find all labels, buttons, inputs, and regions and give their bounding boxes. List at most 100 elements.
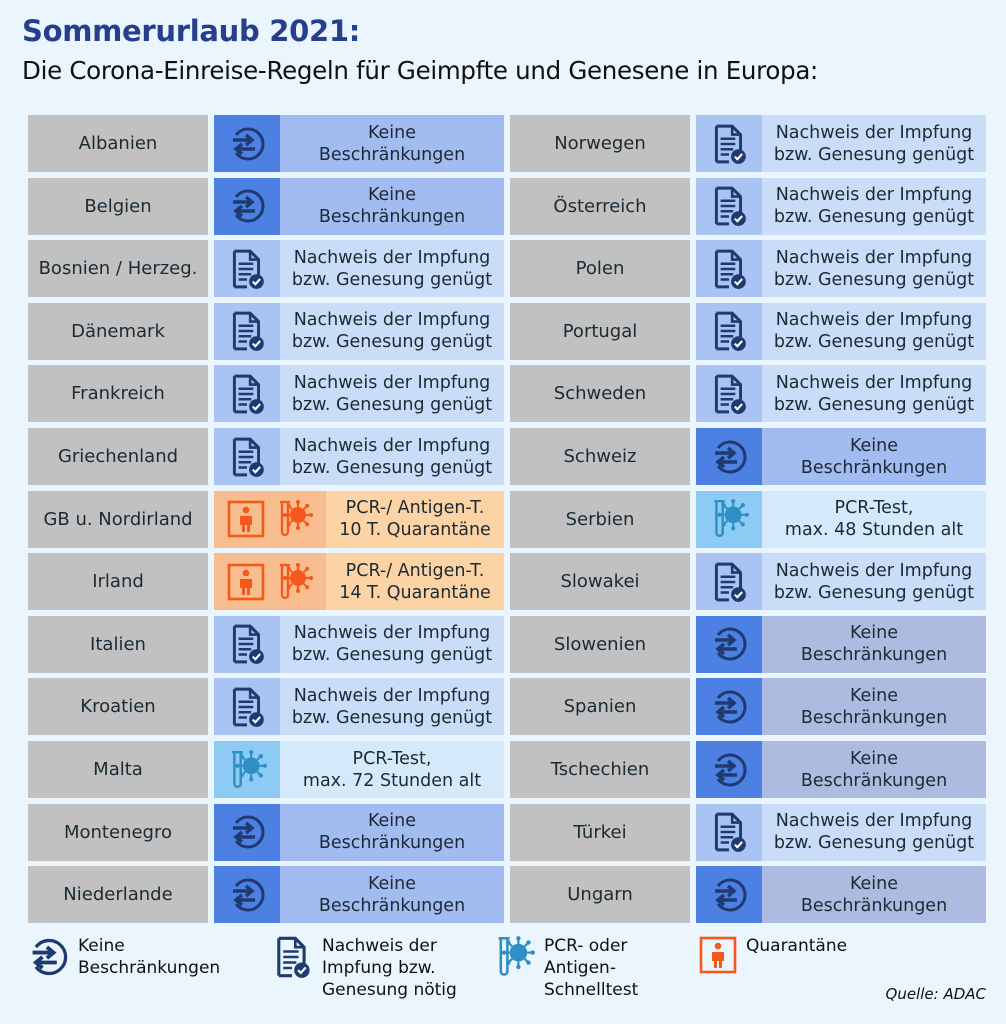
rule-icon-cell <box>696 428 762 485</box>
legend-item-quar: Quarantäne <box>698 935 847 975</box>
certificate-document-icon <box>714 374 746 414</box>
rule-text: Nachweis der Impfung bzw. Genesung genüg… <box>762 115 986 172</box>
country-name: Dänemark <box>28 302 208 360</box>
country-row: Dänemark Nachweis der Impfung bzw. Genesu… <box>28 302 504 360</box>
rule-text: Nachweis der Impfung bzw. Genesung genüg… <box>280 302 504 360</box>
quarantine-person-icon <box>227 500 265 538</box>
country-row: Montenegro Keine Beschränkungen <box>28 803 504 861</box>
rule-text: PCR-/ Antigen-T. 14 T. Quarantäne <box>326 553 504 611</box>
title: Sommerurlaub 2021: <box>22 14 361 48</box>
exchange-arrows-icon <box>715 690 747 724</box>
rule-icon-cell <box>214 803 280 861</box>
country-name: Schweden <box>510 365 690 423</box>
country-row: Frankreich Nachweis der Impfung bzw. Gene… <box>28 365 504 423</box>
rule-text: Nachweis der Impfung bzw. Genesung genüg… <box>280 428 504 485</box>
rule-icon-cell <box>696 553 762 611</box>
country-row: Niederlande Keine Beschränkungen <box>28 866 504 924</box>
country-name: Schweiz <box>510 428 690 485</box>
rule-icon-cell <box>214 615 280 673</box>
rule-icon-cell <box>214 240 280 298</box>
country-row: Irland PCR-/ Antigen-T. 14 T. Quarantäne <box>28 553 504 611</box>
country-row: Ungarn Keine Beschränkungen <box>510 866 986 924</box>
legend-item-nachweis: Nachweis der Impfung bzw. Genesung nötig <box>270 935 457 1001</box>
rule-icon-cell <box>214 115 280 172</box>
country-row: Spanien Keine Beschränkungen <box>510 678 986 736</box>
country-row: GB u. Nordirland PCR-/ Antigen-T. 10 T. Q… <box>28 490 504 548</box>
rule-icon-cell <box>214 177 280 235</box>
country-row: Tschechien Keine Beschränkungen <box>510 741 986 798</box>
pcr-test-tube-icon <box>498 936 535 976</box>
country-name: Niederlande <box>28 866 208 924</box>
rule-icon-cell <box>696 490 762 548</box>
country-row: Malta PCR-Test, max. 72 Stunden alt <box>28 741 504 798</box>
country-name: Griechenland <box>28 428 208 485</box>
rule-icon-cell <box>214 741 280 798</box>
certificate-document-icon <box>714 186 746 227</box>
rule-text: Nachweis der Impfung bzw. Genesung genüg… <box>762 553 986 611</box>
country-name: Belgien <box>28 177 208 235</box>
certificate-document-icon <box>277 936 310 978</box>
certificate-document-icon <box>714 124 746 164</box>
rule-text: Nachweis der Impfung bzw. Genesung genüg… <box>762 302 986 360</box>
source: Quelle: ADAC <box>885 985 986 1003</box>
exchange-arrows-icon <box>233 815 265 849</box>
country-row: Slowakei Nachweis der Impfung bzw. Genesu… <box>510 553 986 611</box>
country-name: Slowakei <box>510 553 690 611</box>
rule-text: Nachweis der Impfung bzw. Genesung genüg… <box>762 240 986 298</box>
country-name: Frankreich <box>28 365 208 423</box>
certificate-document-icon <box>232 311 264 352</box>
exchange-arrows-icon <box>715 440 747 473</box>
rule-icon-cell <box>696 741 762 798</box>
country-name: Ungarn <box>510 866 690 924</box>
quarantine-person-icon <box>227 563 265 600</box>
certificate-document-icon <box>232 249 264 289</box>
country-name: Türkei <box>510 803 690 861</box>
country-row: Schweden Nachweis der Impfung bzw. Genesu… <box>510 365 986 423</box>
rule-text: Keine Beschränkungen <box>280 866 504 924</box>
rule-text: Keine Beschränkungen <box>762 866 986 924</box>
quarantine-person-icon <box>699 936 737 974</box>
rule-text: Nachweis der Impfung bzw. Genesung genüg… <box>280 678 504 736</box>
rule-icon-cell <box>696 302 762 360</box>
country-name: Polen <box>510 240 690 298</box>
rule-text: Keine Beschränkungen <box>280 803 504 861</box>
rule-icon-cell <box>214 490 326 548</box>
exchange-arrows-icon <box>233 878 265 912</box>
exchange-arrows-icon <box>233 189 265 223</box>
rule-text: Nachweis der Impfung bzw. Genesung genüg… <box>280 615 504 673</box>
rule-icon-cell <box>696 177 762 235</box>
rule-icon-cell <box>696 365 762 423</box>
country-row: Polen Nachweis der Impfung bzw. Genesung … <box>510 240 986 298</box>
rule-icon-cell <box>696 866 762 924</box>
country-row: Italien Nachweis der Impfung bzw. Genesun… <box>28 615 504 673</box>
country-name: GB u. Nordirland <box>28 490 208 548</box>
country-name: Österreich <box>510 177 690 235</box>
pcr-test-tube-icon <box>232 749 267 788</box>
subtitle: Die Corona-Einreise-Regeln für Geimpfte … <box>22 56 819 85</box>
country-row: Portugal Nachweis der Impfung bzw. Genesu… <box>510 302 986 360</box>
country-name: Albanien <box>28 115 208 172</box>
legend-item-keine: Keine Beschränkungen <box>26 935 220 979</box>
country-name: Norwegen <box>510 115 690 172</box>
exchange-arrows-icon <box>715 878 747 912</box>
pcr-test-tube-icon <box>280 500 313 537</box>
rule-icon-cell <box>696 115 762 172</box>
rule-text: Keine Beschränkungen <box>280 115 504 172</box>
country-name: Malta <box>28 741 208 798</box>
country-row: Griechenland Nachweis der Impfung bzw. Ge… <box>28 428 504 485</box>
rule-icon-cell <box>214 365 280 423</box>
exchange-arrows-icon <box>715 753 747 786</box>
country-row: Kroatien Nachweis der Impfung bzw. Genesu… <box>28 678 504 736</box>
country-name: Portugal <box>510 302 690 360</box>
country-name: Slowenien <box>510 615 690 673</box>
rule-icon-cell <box>214 428 280 485</box>
certificate-document-icon <box>714 249 746 289</box>
country-row: Norwegen Nachweis der Impfung bzw. Genesu… <box>510 115 986 172</box>
country-row: Albanien Keine Beschränkungen <box>28 115 504 172</box>
legend-label: Quarantäne <box>746 936 848 956</box>
rule-icon-cell <box>696 240 762 298</box>
country-name: Italien <box>28 615 208 673</box>
rule-icon-cell <box>696 678 762 736</box>
legend-item-pcr: PCR- oder Antigen- Schnelltest <box>492 935 638 1001</box>
rule-icon-cell <box>696 803 762 861</box>
